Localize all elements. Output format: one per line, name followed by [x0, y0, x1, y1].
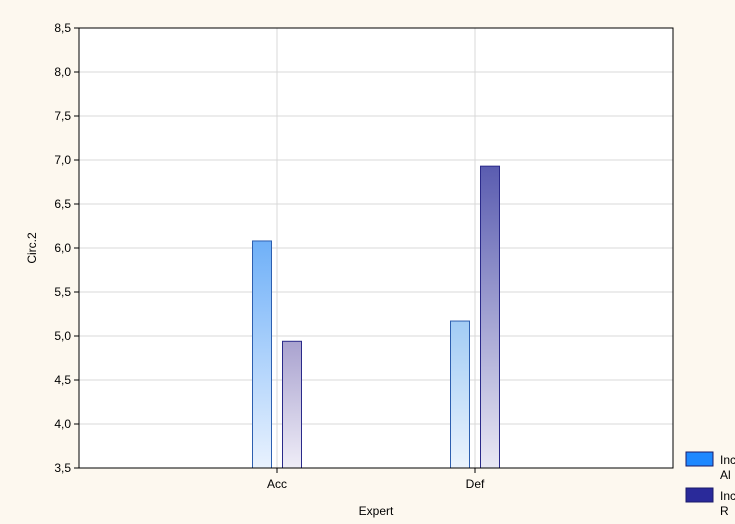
y-axis-ticks: 3,5 4,0 4,5 5,0 5,5 6,0 6,5 7,0 7,5 8,0 8,5	[54, 21, 79, 475]
legend-label: Al	[720, 468, 731, 482]
y-tick-label: 8,5	[54, 21, 71, 35]
grid-lines	[79, 28, 673, 468]
y-tick-label: 4,0	[54, 417, 71, 431]
legend-label: R	[720, 504, 729, 518]
legend-label: Inc	[720, 489, 735, 503]
y-tick-label: 5,0	[54, 329, 71, 343]
legend-swatch	[685, 451, 714, 467]
y-tick-label: 5,5	[54, 285, 71, 299]
x-axis-title: Expert	[359, 504, 394, 518]
legend-label: Inc	[720, 453, 735, 467]
x-tick-label: Def	[466, 477, 485, 491]
y-tick-label: 6,0	[54, 241, 71, 255]
bar-def-series-1	[450, 320, 470, 469]
y-tick-label: 7,5	[54, 109, 71, 123]
y-axis-title: Circ.2	[25, 232, 39, 264]
legend-swatch	[685, 487, 714, 503]
y-tick-label: 8,0	[54, 65, 71, 79]
y-tick-label: 6,5	[54, 197, 71, 211]
y-tick-label: 4,5	[54, 373, 71, 387]
bar-acc-series-2	[282, 340, 302, 469]
bar-acc-series-1	[252, 240, 272, 469]
x-tick-label: Acc	[267, 477, 287, 491]
bar-def-series-2	[480, 165, 500, 469]
y-tick-label: 3,5	[54, 461, 71, 475]
x-axis-ticks: Acc Def	[267, 468, 485, 491]
y-tick-label: 7,0	[54, 153, 71, 167]
